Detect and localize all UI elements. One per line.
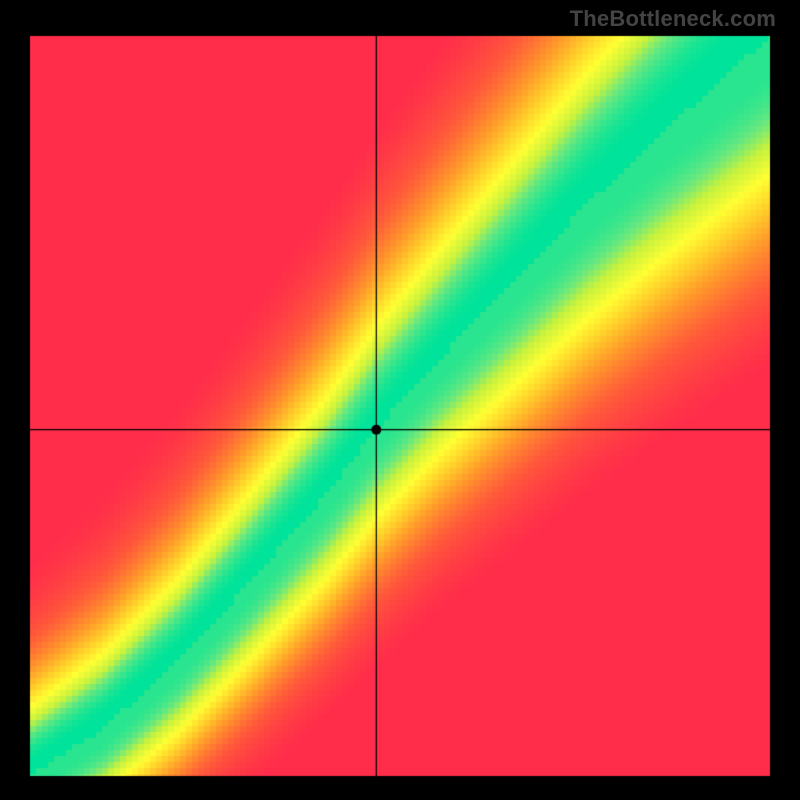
bottleneck-heatmap: [0, 0, 800, 800]
chart-container: TheBottleneck.com: [0, 0, 800, 800]
watermark-text: TheBottleneck.com: [570, 6, 776, 32]
